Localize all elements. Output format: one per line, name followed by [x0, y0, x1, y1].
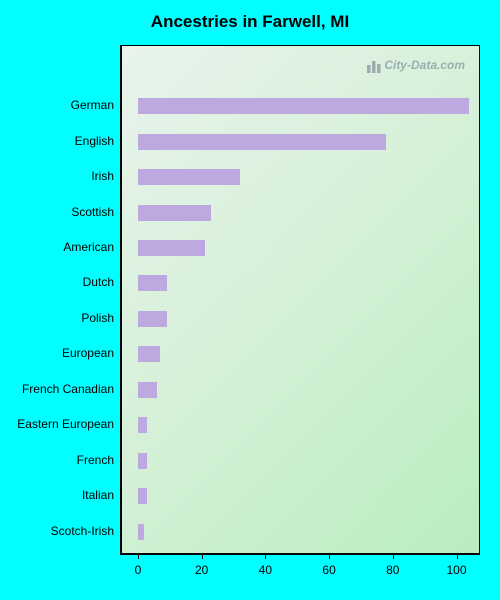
x-tick-label: 100: [446, 563, 466, 577]
x-tick-label: 0: [135, 563, 142, 577]
bar: [138, 346, 160, 362]
x-tick: [138, 553, 139, 559]
watermark: City-Data.com: [367, 58, 465, 73]
y-axis-label: Irish: [91, 169, 114, 183]
bar: [138, 488, 148, 504]
y-axis-label: French Canadian: [22, 382, 114, 396]
bar: [138, 524, 144, 540]
plot-area: City-Data.com 020406080100: [120, 45, 480, 555]
x-tick-label: 40: [259, 563, 272, 577]
bar: [138, 311, 167, 327]
y-axis-label: French: [77, 453, 114, 467]
y-axis-label: Dutch: [83, 275, 114, 289]
x-tick-label: 60: [322, 563, 335, 577]
bar: [138, 134, 386, 150]
bar: [138, 275, 167, 291]
chart-canvas: Ancestries in Farwell, MI City-Data.com …: [0, 0, 500, 600]
y-axis-label: Polish: [81, 311, 114, 325]
x-tick-label: 20: [195, 563, 208, 577]
bar: [138, 169, 240, 185]
x-tick-label: 80: [386, 563, 399, 577]
y-axis-label: Scottish: [71, 205, 114, 219]
y-axis-label: Italian: [82, 488, 114, 502]
y-axis-label: Scotch-Irish: [51, 524, 114, 538]
bar: [138, 417, 148, 433]
x-tick: [393, 553, 394, 559]
bar: [138, 382, 157, 398]
x-tick: [457, 553, 458, 559]
bar: [138, 205, 211, 221]
building-icon: [367, 59, 381, 73]
y-axis-label: Eastern European: [17, 417, 114, 431]
y-axis-label: American: [63, 240, 114, 254]
chart-title: Ancestries in Farwell, MI: [0, 12, 500, 32]
bar: [138, 453, 148, 469]
bar: [138, 240, 205, 256]
watermark-text: City-Data.com: [384, 58, 465, 72]
x-tick: [265, 553, 266, 559]
x-tick: [329, 553, 330, 559]
bar: [138, 98, 469, 114]
x-tick: [202, 553, 203, 559]
y-axis-label: German: [71, 98, 114, 112]
y-axis-label: English: [75, 134, 114, 148]
y-axis-label: European: [62, 346, 114, 360]
